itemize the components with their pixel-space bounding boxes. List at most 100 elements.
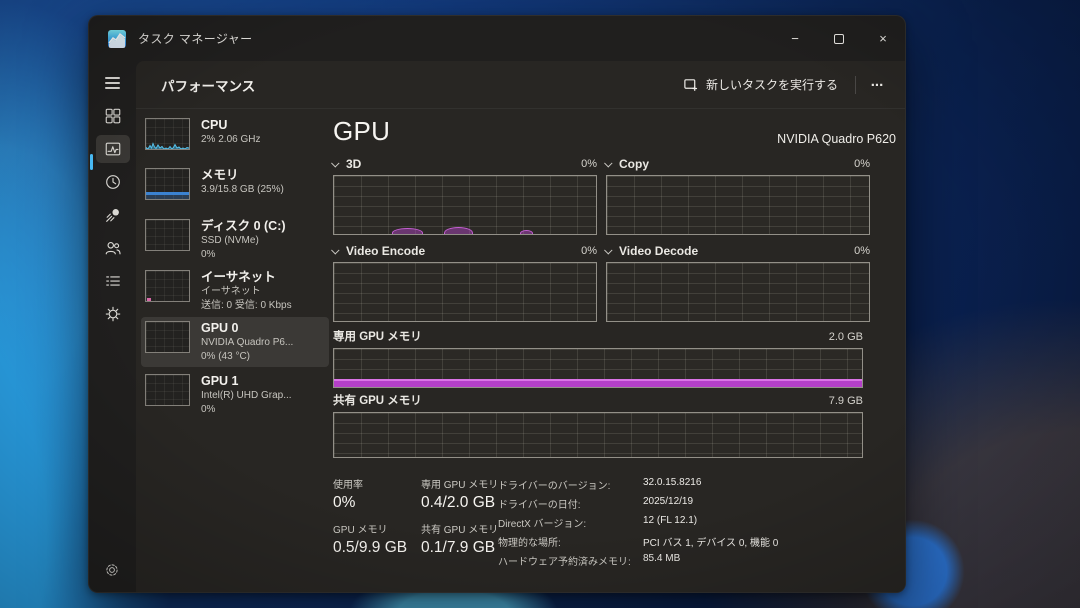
perf-item-ethernet[interactable]: イーサネット イーサネット 送信: 0 受信: 0 Kbps — [141, 268, 329, 316]
engine-utilization: 0% — [854, 157, 870, 170]
hamburger-menu-button[interactable] — [96, 69, 130, 97]
window-title: タスク マネージャー — [138, 32, 253, 46]
chevron-down-icon[interactable] — [331, 158, 340, 168]
dedicated-memory-usage-band — [334, 378, 862, 387]
ethernet-activity-tick — [147, 298, 151, 301]
details-icon — [105, 276, 120, 286]
performance-icon — [105, 142, 120, 156]
run-new-task-button[interactable]: 新しいタスクを実行する — [673, 70, 848, 99]
gpu-3d-activity — [520, 230, 534, 234]
perf-item-detail: Intel(R) UHD Grap... — [201, 390, 292, 402]
detail-label: ハードウェア予約済みメモリ: — [498, 557, 631, 568]
engine-name: 3D — [346, 156, 362, 171]
task-manager-window: タスク マネージャー − × — [88, 15, 906, 593]
stat-value: 0.4/2.0 GB — [421, 494, 496, 511]
hamburger-icon — [105, 77, 120, 89]
perf-item-title: イーサネット — [201, 270, 276, 284]
perf-item-detail: NVIDIA Quadro P6... — [201, 337, 294, 349]
maximize-button[interactable] — [817, 16, 861, 61]
perf-item-detail: 0% (43 °C) — [201, 351, 251, 363]
chevron-down-icon[interactable] — [331, 245, 340, 255]
memory-chart-name: 共有 GPU メモリ — [333, 395, 422, 407]
stat-value: 0.5/9.9 GB — [333, 539, 408, 556]
cpu-mini-graph — [145, 118, 190, 150]
gpu-3d-activity — [444, 227, 473, 234]
sidebar-item-services[interactable] — [96, 300, 130, 328]
perf-item-title: GPU 0 — [201, 321, 239, 335]
engine-utilization: 0% — [581, 244, 597, 257]
engine-utilization: 0% — [581, 157, 597, 170]
memory-chart-capacity: 7.9 GB — [828, 395, 863, 407]
content-panel: パフォーマンス 新しいタスクを実行する ... — [136, 61, 905, 592]
gpu-video-decode-chart — [606, 262, 870, 322]
detail-value: 2025/12/19 — [643, 496, 694, 507]
detail-label: 物理的な場所: — [498, 538, 561, 549]
perf-item-detail: イーサネット — [201, 286, 261, 298]
sidebar-item-app-history[interactable] — [96, 168, 130, 196]
minimize-button[interactable]: − — [791, 31, 799, 46]
content-header: パフォーマンス 新しいタスクを実行する ... — [136, 61, 905, 109]
detail-value: PCI バス 1, デバイス 0, 機能 0 — [643, 538, 779, 549]
engine-name: Video Encode — [346, 243, 426, 258]
perf-item-detail: 0% — [201, 404, 216, 416]
perf-item-detail: SSD (NVMe) — [201, 235, 259, 247]
gpu-engine-3d: 3D 0% — [331, 156, 597, 235]
detail-value: 12 (FL 12.1) — [643, 515, 698, 526]
detail-value: 85.4 MB — [643, 553, 681, 564]
dedicated-gpu-memory-chart — [333, 348, 863, 388]
gpu-engine-copy: Copy 0% — [604, 156, 870, 235]
gpu0-mini-graph — [145, 321, 190, 353]
perf-item-memory[interactable]: メモリ 3.9/15.8 GB (25%) — [141, 166, 329, 214]
stat-label: GPU メモリ — [333, 525, 388, 536]
sidebar-item-startup-apps[interactable] — [96, 201, 130, 229]
services-icon — [105, 306, 120, 322]
gpu-3d-activity — [391, 228, 424, 234]
close-button[interactable]: × — [879, 31, 887, 46]
shared-gpu-memory-section: 共有 GPU メモリ 7.9 GB — [333, 392, 863, 458]
selected-page-indicator — [90, 154, 93, 170]
users-icon — [105, 242, 121, 255]
perf-item-detail: 送信: 0 受信: 0 Kbps — [201, 300, 292, 312]
detail-value: 32.0.15.8216 — [643, 477, 702, 488]
header-divider — [855, 75, 856, 94]
run-new-task-label: 新しいタスクを実行する — [705, 78, 838, 92]
disk-mini-graph — [145, 219, 190, 251]
gpu-3d-chart — [333, 175, 597, 235]
task-manager-app-icon — [108, 29, 126, 48]
perf-item-detail: 3.9/15.8 GB (25%) — [201, 184, 284, 196]
app-history-icon — [105, 175, 120, 189]
gpu-engine-video-encode: Video Encode 0% — [331, 243, 597, 322]
more-options-button[interactable]: ... — [870, 73, 884, 90]
sidebar-item-details[interactable] — [96, 267, 130, 295]
titlebar[interactable]: タスク マネージャー − × — [89, 16, 905, 61]
chevron-down-icon[interactable] — [604, 158, 613, 168]
chevron-down-icon[interactable] — [604, 245, 613, 255]
perf-item-gpu0[interactable]: GPU 0 NVIDIA Quadro P6... 0% (43 °C) — [141, 317, 329, 367]
startup-apps-icon — [105, 209, 119, 222]
new-task-icon — [684, 79, 698, 91]
sidebar-item-processes[interactable] — [96, 102, 130, 130]
perf-item-title: ディスク 0 (C:) — [201, 219, 286, 233]
sidebar-item-performance[interactable] — [95, 135, 130, 163]
processes-icon — [105, 108, 120, 124]
performance-resource-list: CPU 2% 2.06 GHz メモリ 3.9/15.8 GB (25%) — [141, 109, 331, 592]
shared-gpu-memory-chart — [333, 412, 863, 458]
detail-label: ドライバーのバージョン: — [498, 481, 611, 492]
perf-item-disk0[interactable]: ディスク 0 (C:) SSD (NVMe) 0% — [141, 217, 329, 265]
gpu1-mini-graph — [145, 374, 190, 406]
sidebar-item-users[interactable] — [96, 234, 130, 262]
page-title: パフォーマンス — [161, 78, 256, 94]
memory-chart-capacity: 2.0 GB — [828, 331, 863, 343]
ethernet-mini-graph — [145, 270, 190, 302]
perf-item-detail: 0% — [201, 249, 216, 261]
perf-item-cpu[interactable]: CPU 2% 2.06 GHz — [141, 116, 329, 164]
perf-item-gpu1[interactable]: GPU 1 Intel(R) UHD Grap... 0% — [141, 372, 329, 420]
engine-name: Video Decode — [619, 243, 699, 258]
perf-item-title: CPU — [201, 118, 228, 132]
settings-button[interactable] — [95, 556, 129, 584]
perf-item-detail: 2% 2.06 GHz — [201, 134, 261, 146]
gpu-page-title: GPU — [333, 116, 391, 146]
stat-label: 使用率 — [333, 480, 363, 491]
gpu-copy-chart — [606, 175, 870, 235]
